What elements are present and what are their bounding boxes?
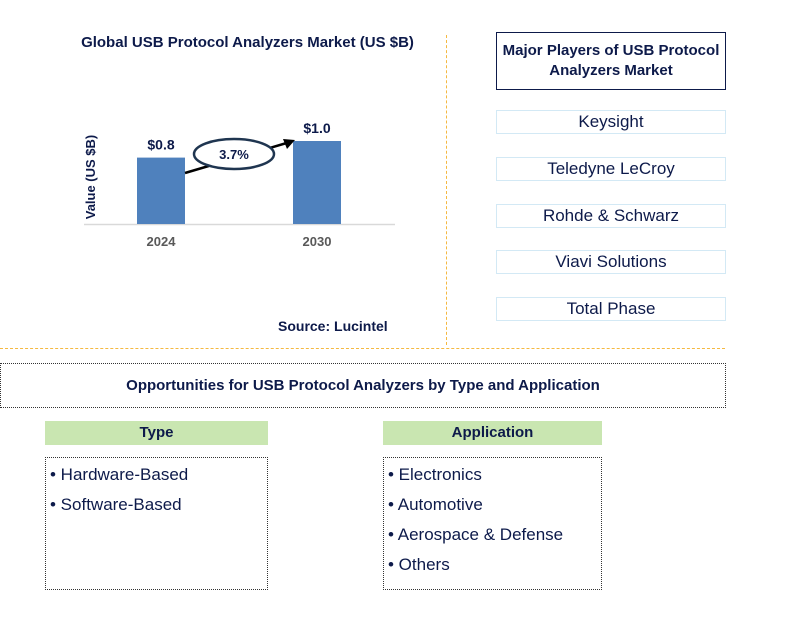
- chart-title: Global USB Protocol Analyzers Market (US…: [81, 34, 414, 51]
- list-item: • Software-Based: [50, 495, 182, 514]
- type-header: Type: [45, 421, 268, 445]
- list-item: • Others: [388, 555, 450, 574]
- player-item: Keysight: [496, 110, 726, 134]
- application-list: • Electronics • Automotive • Aerospace &…: [383, 457, 602, 590]
- player-item: Total Phase: [496, 297, 726, 321]
- players-title: Major Players of USB Protocol Analyzers …: [496, 32, 726, 90]
- x-tick-label: 2030: [303, 234, 332, 249]
- player-item: Viavi Solutions: [496, 250, 726, 274]
- data-label: $1.0: [303, 120, 330, 136]
- source-label: Source: Lucintel: [278, 318, 388, 334]
- list-item: • Electronics: [388, 465, 482, 484]
- list-item: • Hardware-Based: [50, 465, 189, 484]
- divider-horizontal: [0, 348, 725, 349]
- application-header: Application: [383, 421, 602, 445]
- data-label: $0.8: [147, 137, 174, 153]
- x-tick-label: 2024: [147, 234, 177, 249]
- opportunities-title: Opportunities for USB Protocol Analyzers…: [0, 363, 726, 408]
- player-item: Teledyne LeCroy: [496, 157, 726, 181]
- arrow-head: [283, 139, 295, 149]
- list-item: • Aerospace & Defense: [388, 525, 564, 544]
- bar-2030: [293, 141, 341, 224]
- divider-vertical: [446, 35, 447, 345]
- type-list: • Hardware-Based • Software-Based: [45, 457, 268, 590]
- bar-chart: Value (US $B) $0.8 2024 $1.0 2030 3.7%: [83, 120, 395, 249]
- list-item: • Automotive: [388, 495, 483, 514]
- cagr-ellipse: [192, 137, 276, 171]
- cagr-label: 3.7%: [219, 147, 249, 162]
- player-item: Rohde & Schwarz: [496, 204, 726, 228]
- y-axis-label: Value (US $B): [83, 135, 98, 220]
- bar-2024: [137, 157, 185, 224]
